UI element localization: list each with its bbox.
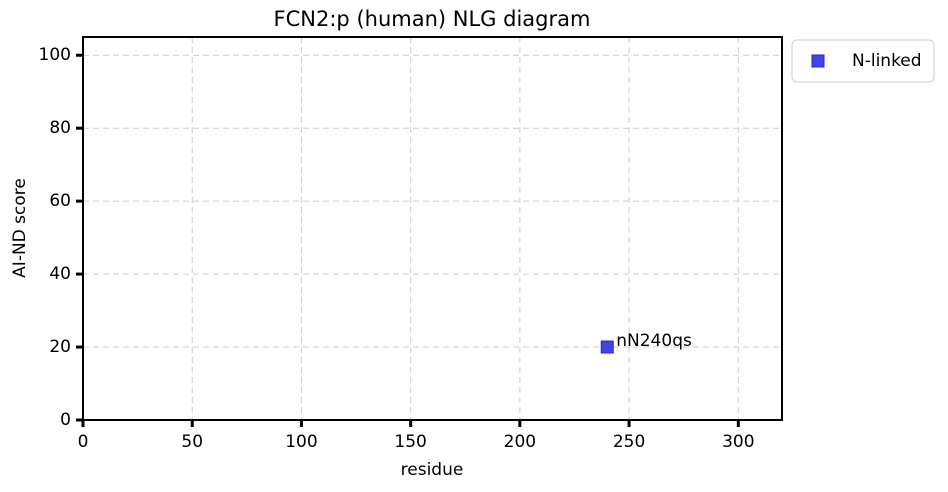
y-tick-label: 40 — [49, 264, 71, 284]
x-tick-label: 200 — [504, 432, 536, 452]
chart-title: FCN2:p (human) NLG diagram — [274, 7, 591, 31]
y-axis-label: AI-ND score — [10, 178, 30, 278]
y-tick-label: 20 — [49, 337, 71, 357]
x-axis-label: residue — [401, 460, 464, 480]
y-tick-label: 60 — [49, 191, 71, 211]
legend-marker — [811, 54, 825, 68]
legend-label: N-linked — [852, 51, 922, 71]
y-tick-label: 80 — [49, 118, 71, 138]
x-tick-label: 100 — [285, 432, 317, 452]
y-tick-label: 100 — [39, 45, 71, 65]
x-tick-label: 250 — [613, 432, 645, 452]
y-tick-label: 0 — [60, 410, 71, 430]
point — [600, 340, 614, 354]
x-tick-label: 150 — [394, 432, 426, 452]
point-label: nN240qs — [616, 331, 692, 351]
plot-frame — [82, 36, 783, 421]
legend-box — [791, 39, 935, 83]
x-tick-label: 0 — [78, 432, 89, 452]
x-tick-label: 50 — [181, 432, 203, 452]
x-tick-label: 300 — [722, 432, 754, 452]
